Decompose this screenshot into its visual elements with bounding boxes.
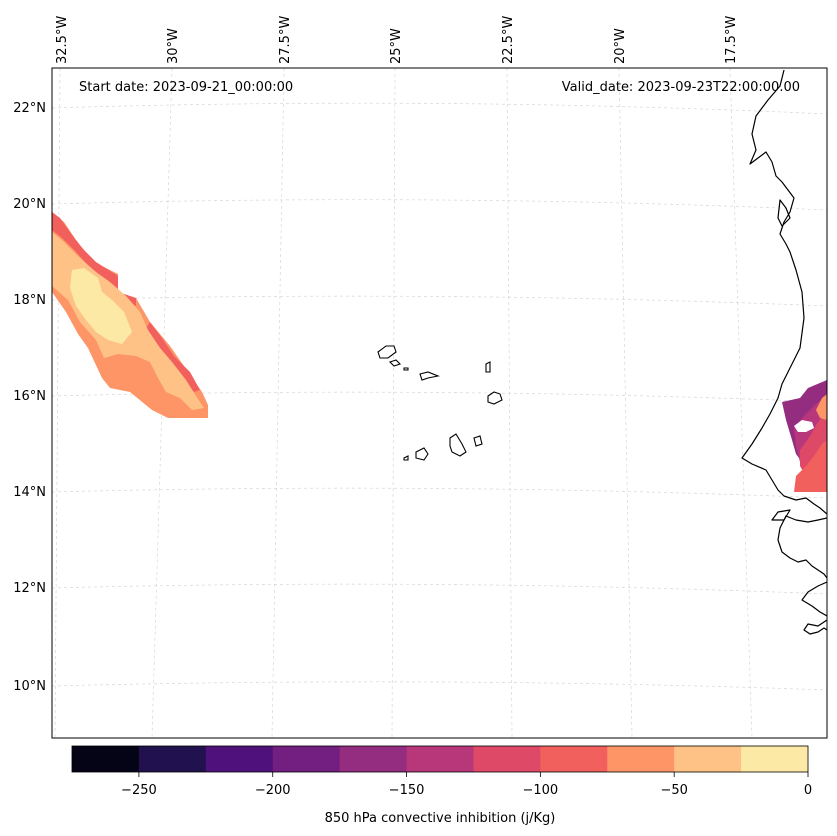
colorbar-bin — [473, 746, 541, 772]
colorbar-tick-label: −150 — [389, 783, 425, 798]
meridian-17-5w — [729, 68, 753, 738]
colorbar-title: 850 hPa convective inhibition (j/Kg) — [325, 811, 556, 826]
island-fogo — [415, 447, 429, 461]
island-santa-luzia — [403, 367, 409, 371]
cin-fill-100-75b — [146, 322, 200, 392]
meridian-27-5w — [271, 68, 285, 738]
cin-fill-100-75 — [52, 212, 136, 306]
meridian-25w — [391, 68, 396, 738]
west-africa-cin-patch — [782, 380, 827, 492]
island-maio — [473, 435, 483, 447]
meridian-22-5w — [506, 68, 513, 738]
colorbar-bin — [339, 746, 408, 772]
map-border — [51, 67, 828, 739]
colorbar-bin — [540, 746, 608, 772]
cape-verde-islands — [377, 345, 503, 461]
lon-label: 30°W — [166, 28, 181, 64]
island-santo-antao — [377, 345, 397, 359]
parallel-18n — [52, 295, 827, 307]
colorbar-bin — [72, 746, 140, 772]
colorbar-bin — [138, 746, 207, 772]
lon-label: 32.5°W — [55, 16, 70, 64]
meridian-32-5w — [54, 68, 61, 738]
island-boa-vista — [487, 391, 503, 405]
atlantic-cin-band — [52, 212, 208, 418]
lat-label: 16°N — [13, 389, 46, 404]
meridian-20w — [618, 68, 633, 738]
colorbar-tick-label: 0 — [804, 783, 812, 798]
parallel-20n — [52, 199, 827, 211]
colorbar-frame — [71, 745, 809, 773]
lon-label: 20°W — [613, 28, 628, 64]
colorbar-bin — [674, 746, 742, 772]
africa-coastline — [741, 69, 827, 635]
island-sal — [485, 361, 491, 373]
parallel-10n — [52, 681, 827, 691]
colorbar-bin — [272, 746, 341, 772]
valid-date-label: Valid_date: 2023-09-23T22:00:00.00 — [562, 80, 800, 95]
lon-label: 22.5°W — [501, 16, 516, 64]
parallel-12n — [52, 583, 827, 595]
cin-fill-25-0 — [70, 268, 132, 344]
lat-label: 20°N — [13, 197, 46, 212]
lat-label: 22°N — [13, 101, 46, 116]
parallel-22n — [52, 102, 827, 115]
colorbar-bin — [741, 746, 809, 772]
colorbar-tick-label: −100 — [523, 783, 559, 798]
island-sao-nicolau — [419, 371, 440, 381]
colorbar-tick-label: −200 — [255, 783, 291, 798]
parallel-14n — [52, 487, 827, 499]
latitude-axis: 22°N 20°N 18°N 16°N 14°N 12°N 10°N — [13, 101, 46, 694]
lat-label: 14°N — [13, 485, 46, 500]
meridian-30w — [151, 68, 173, 738]
island-brava — [403, 455, 409, 461]
island-sao-vicente — [388, 359, 402, 367]
colorbar-tick-label: −250 — [121, 783, 157, 798]
lat-label: 18°N — [13, 293, 46, 308]
cin-fill-100-75 — [794, 440, 827, 492]
cin-fill-75-50 — [816, 394, 827, 420]
island-santiago — [449, 433, 467, 457]
colorbar-bin — [205, 746, 274, 772]
colorbar-tick-label: −50 — [660, 783, 687, 798]
longitude-axis: 32.5°W 30°W 27.5°W 25°W 22.5°W 20°W 17.5… — [55, 16, 739, 64]
cin-hole — [794, 420, 814, 432]
colorbar: −250 −200 −150 −100 −50 0 850 hPa convective … — [71, 745, 812, 826]
lon-label: 17.5°W — [724, 16, 739, 64]
lon-label: 25°W — [389, 28, 404, 64]
lat-label: 12°N — [13, 581, 46, 596]
colorbar-bin — [406, 746, 474, 772]
start-date-label: Start date: 2023-09-21_00:00:00 — [79, 80, 293, 95]
colorbar-bin — [607, 746, 675, 772]
lat-label: 10°N — [13, 679, 46, 694]
lon-label: 27.5°W — [278, 16, 293, 64]
